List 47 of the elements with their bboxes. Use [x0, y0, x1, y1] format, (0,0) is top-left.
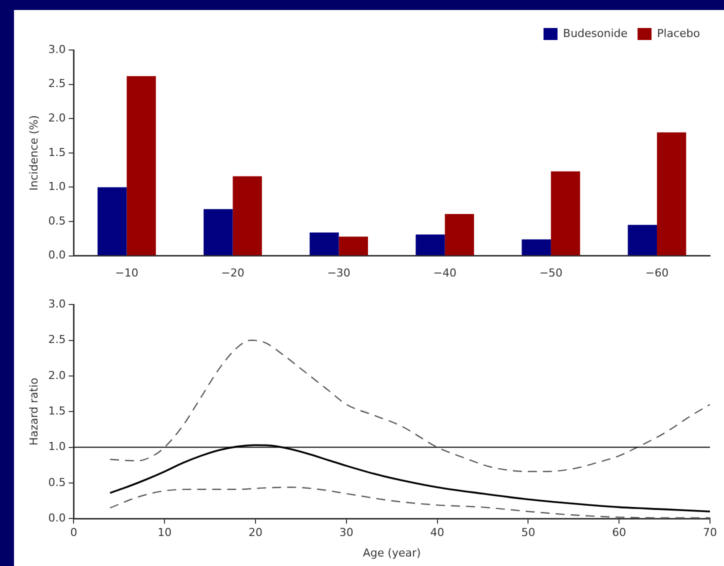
- y-tick-label: 1.0: [48, 180, 66, 194]
- bar: [522, 239, 551, 256]
- y-tick-label: 1.5: [48, 404, 66, 418]
- y-tick-label: 0.5: [48, 214, 66, 228]
- x-tick-label: 10: [158, 526, 172, 540]
- x-tick-label: −40: [433, 266, 456, 280]
- y-tick-label: 2.5: [48, 333, 66, 346]
- x-tick-label: 50: [521, 526, 536, 540]
- y-tick-label: 3.0: [48, 297, 66, 310]
- x-tick-label: 60: [612, 526, 626, 540]
- bar: [416, 234, 445, 256]
- y-tick-label: 1.0: [48, 440, 66, 454]
- bar: [310, 232, 339, 256]
- y-tick-label: 2.0: [48, 368, 66, 382]
- x-tick-label: 0: [70, 526, 78, 540]
- y-tick-label: 1.5: [48, 146, 66, 159]
- y-tick-label: 0.5: [48, 476, 66, 489]
- line-series: [109, 486, 710, 518]
- x-tick-label: 70: [703, 526, 717, 540]
- x-tick-label: −50: [539, 266, 563, 280]
- bar: [338, 236, 368, 256]
- bar: [204, 209, 233, 256]
- bar: [232, 176, 262, 256]
- y-tick-label: 0.0: [48, 248, 66, 262]
- bar: [126, 76, 156, 256]
- bar: [628, 224, 657, 256]
- bar: [98, 187, 127, 256]
- y-tick-label: 3.0: [48, 42, 66, 56]
- y-tick-label: 2.5: [48, 77, 66, 90]
- x-tick-label: −30: [327, 266, 350, 280]
- x-tick-label: 30: [339, 526, 354, 540]
- x-axis-title: Age (year): [362, 546, 421, 560]
- bar: [550, 171, 580, 256]
- legend-label: Placebo: [657, 26, 700, 40]
- x-tick-label: 40: [430, 526, 444, 540]
- x-tick-label: −10: [115, 266, 138, 280]
- line-series: [109, 340, 710, 472]
- x-tick-label: −20: [221, 266, 244, 280]
- legend-label: Budesonide: [563, 26, 628, 40]
- bar: [444, 214, 474, 256]
- x-tick-label: 20: [248, 526, 262, 540]
- y-tick-label: 2.0: [48, 111, 66, 124]
- y-tick-label: 0.0: [48, 511, 66, 524]
- bar: [656, 132, 686, 256]
- y-axis-title: Incidence (%): [27, 115, 40, 191]
- x-tick-label: −60: [645, 266, 669, 280]
- y-axis-title: Hazard ratio: [27, 377, 40, 446]
